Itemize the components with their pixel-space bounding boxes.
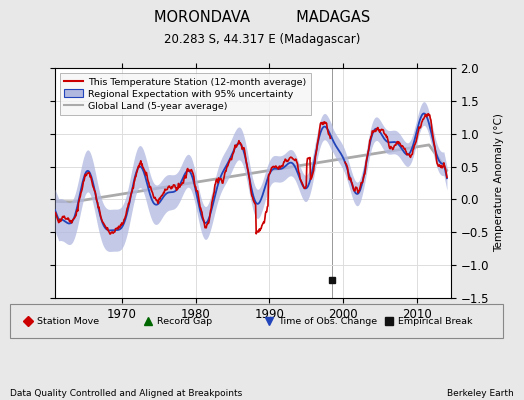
Text: MORONDAVA          MADAGAS: MORONDAVA MADAGAS	[154, 10, 370, 25]
Text: Berkeley Earth: Berkeley Earth	[447, 389, 514, 398]
Text: 20.283 S, 44.317 E (Madagascar): 20.283 S, 44.317 E (Madagascar)	[164, 33, 360, 46]
Text: Time of Obs. Change: Time of Obs. Change	[278, 316, 377, 326]
Text: Empirical Break: Empirical Break	[398, 316, 473, 326]
Y-axis label: Temperature Anomaly (°C): Temperature Anomaly (°C)	[495, 114, 505, 252]
Text: Data Quality Controlled and Aligned at Breakpoints: Data Quality Controlled and Aligned at B…	[10, 389, 243, 398]
Text: Station Move: Station Move	[37, 316, 99, 326]
Legend: This Temperature Station (12-month average), Regional Expectation with 95% uncer: This Temperature Station (12-month avera…	[60, 73, 311, 115]
Text: Record Gap: Record Gap	[157, 316, 212, 326]
